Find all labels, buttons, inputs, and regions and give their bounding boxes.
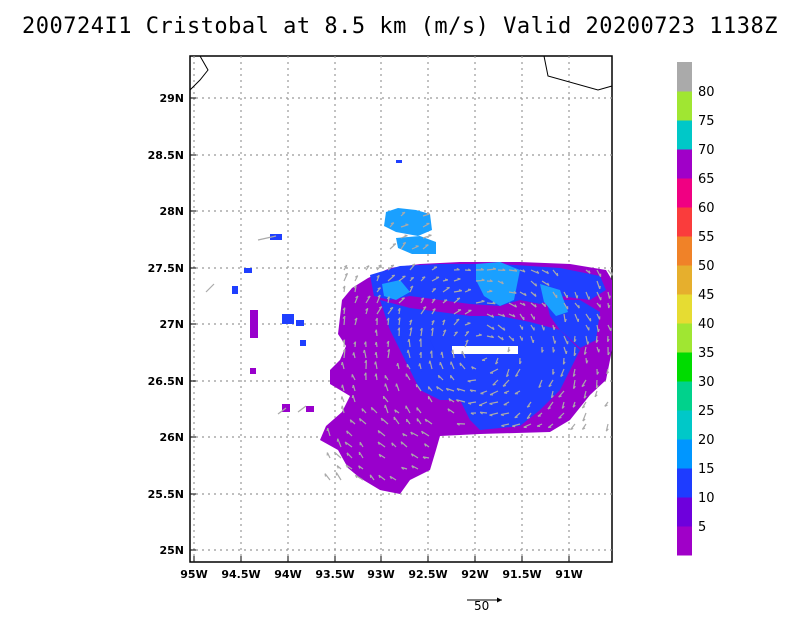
wind-field — [232, 160, 612, 494]
colorbar-label: 60 — [698, 201, 715, 216]
reference-vector — [467, 597, 502, 603]
colorbar-label: 5 — [698, 520, 706, 535]
colorbar-segment — [677, 323, 692, 353]
colorbar-label: 65 — [698, 172, 715, 187]
wind-field-region — [384, 208, 432, 236]
colorbar-segment — [677, 265, 692, 295]
coastline-nw — [189, 55, 209, 91]
colorbar-segment — [677, 410, 692, 440]
lat-tick-label: 26N — [159, 431, 184, 444]
colorbar-label: 10 — [698, 491, 715, 506]
lon-tick-label: 91W — [555, 568, 582, 581]
colorbar-label: 55 — [698, 230, 715, 245]
colorbar-label: 30 — [698, 375, 715, 390]
lon-tick-label: 94.5W — [221, 568, 260, 581]
lon-tick-label: 93W — [367, 568, 394, 581]
colorbar-segment — [677, 207, 692, 237]
lat-tick-label: 29N — [159, 92, 184, 105]
colorbar-segment — [677, 120, 692, 150]
wind-field-region — [540, 284, 568, 316]
colorbar-label: 75 — [698, 114, 715, 129]
lon-tick-label: 95W — [180, 568, 207, 581]
coastline-ne — [543, 55, 613, 91]
colorbar-segment — [677, 236, 692, 266]
wind-echo — [300, 340, 306, 346]
wind-echo — [244, 268, 252, 273]
colorbar-label: 15 — [698, 462, 715, 477]
wind-field-region — [396, 236, 436, 254]
wind-echo — [296, 320, 304, 326]
lon-tick-label: 92W — [461, 568, 488, 581]
colorbar-segment — [677, 468, 692, 498]
lon-tick-label: 92.5W — [408, 568, 447, 581]
wind-echo — [250, 310, 258, 338]
data-gap — [452, 346, 518, 354]
lon-tick-label: 94W — [274, 568, 301, 581]
lat-tick-label: 27.5N — [148, 262, 184, 275]
wind-echo — [250, 368, 256, 374]
figure-title: 200724I1 Cristobal at 8.5 km (m/s) Valid… — [22, 14, 778, 39]
colorbar-segment — [677, 526, 692, 556]
wind-echo — [396, 160, 402, 163]
lat-tick-label: 25N — [159, 544, 184, 557]
colorbar-segment — [677, 497, 692, 527]
colorbar-segment — [677, 178, 692, 208]
colorbar-label: 35 — [698, 346, 715, 361]
colorbar-segment — [677, 381, 692, 411]
wind-echo — [282, 314, 294, 324]
wind-echo — [232, 286, 238, 294]
colorbar-label: 50 — [698, 259, 715, 274]
colorbar-segment — [677, 294, 692, 324]
colorbar-segment — [677, 352, 692, 382]
colorbar-label: 70 — [698, 143, 715, 158]
colorbar-label: 20 — [698, 433, 715, 448]
axis-ticks: 29N 28.5N 28N 27.5N 27N 26.5N 26N 25.5N 25N 95W 94… — [148, 92, 583, 581]
lat-tick-label: 25.5N — [148, 488, 184, 501]
wind-field-region — [382, 280, 410, 300]
colorbar-segment — [677, 439, 692, 469]
wind-field-region — [476, 262, 520, 306]
lon-tick-label: 93.5W — [315, 568, 354, 581]
wind-vectors — [205, 211, 613, 481]
reference-vector-label: 50 — [474, 599, 490, 613]
lat-tick-label: 28.5N — [148, 149, 184, 162]
colorbar-segment — [677, 91, 692, 121]
wind-echo — [306, 406, 314, 412]
colorbar-label: 40 — [698, 317, 715, 332]
lon-tick-label: 91.5W — [502, 568, 541, 581]
wind-field-region — [380, 300, 580, 430]
colorbar-label: 80 — [698, 85, 715, 100]
lat-tick-label: 28N — [159, 205, 184, 218]
colorbar-segment — [677, 149, 692, 179]
colorbar-segment — [677, 62, 692, 92]
lat-tick-label: 27N — [159, 318, 184, 331]
wind-echo — [270, 234, 282, 240]
colorbar-label: 25 — [698, 404, 715, 419]
lat-tick-label: 26.5N — [148, 375, 184, 388]
colorbar-label: 45 — [698, 288, 715, 303]
